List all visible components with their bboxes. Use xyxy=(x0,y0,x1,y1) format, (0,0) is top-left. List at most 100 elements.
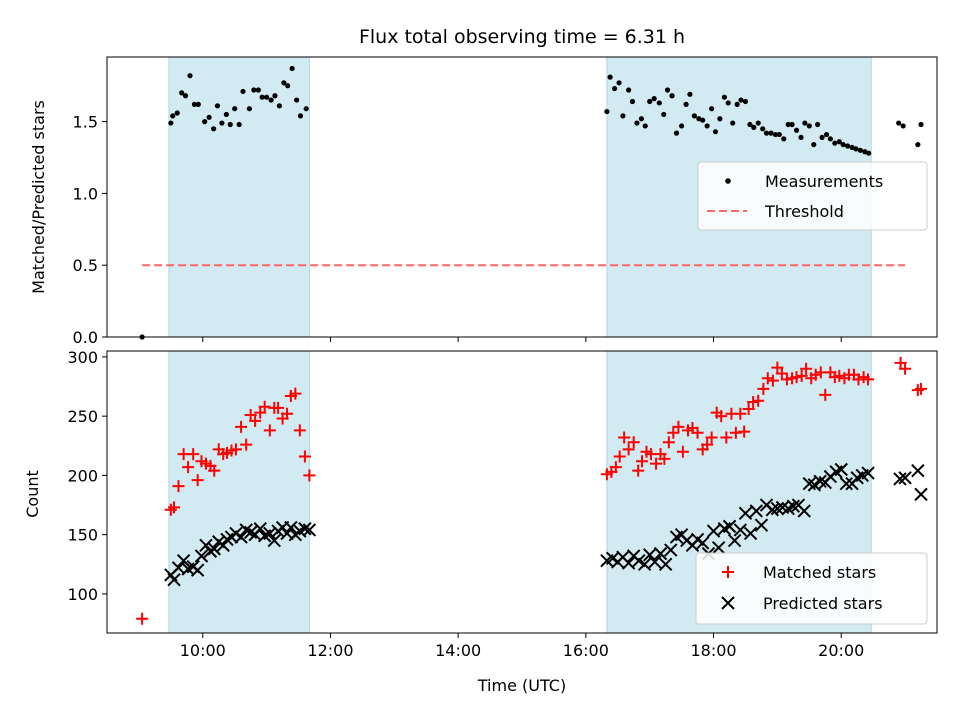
matched-star-point xyxy=(766,374,779,387)
predicted-star-point xyxy=(253,522,267,536)
matched-star-point xyxy=(701,438,714,451)
matched-star-point xyxy=(622,443,635,456)
matched-star-point xyxy=(172,480,185,493)
y-tick-label: 0.0 xyxy=(73,328,98,347)
predicted-star-point xyxy=(738,506,753,521)
measurement-point xyxy=(840,141,846,148)
top-x-axis-ticks xyxy=(202,337,842,342)
predicted-star-point xyxy=(664,543,678,557)
top-y-axis-ticks: 0.0 0.5 1.0 1.5 xyxy=(73,113,107,347)
predicted-star-point xyxy=(722,519,737,534)
bottom-legend: Matched stars Predicted stars xyxy=(695,552,928,625)
measurement-point xyxy=(272,93,278,99)
matched-star-point xyxy=(229,443,242,456)
matched-star-point xyxy=(303,469,316,482)
measurement-point xyxy=(760,126,766,132)
measurement-point xyxy=(827,136,833,142)
measurement-point xyxy=(853,146,859,152)
predicted-star-point xyxy=(861,466,875,480)
measurement-point xyxy=(789,121,795,128)
bottom-legend-box xyxy=(695,552,928,625)
matched-star-point xyxy=(780,373,793,386)
measurement-point xyxy=(236,121,242,128)
matched-star-point xyxy=(208,464,221,477)
measurement-point xyxy=(755,120,761,126)
matched-star-point xyxy=(191,474,204,487)
measurement-point xyxy=(626,87,632,93)
top-y-axis-label: Matched/Predicted stars xyxy=(29,100,48,294)
predicted-star-point xyxy=(770,501,785,516)
predicted-star-point xyxy=(765,503,779,517)
bottom-y-axis-ticks: 100 150 200 250 300 xyxy=(67,348,107,604)
x-tick-label: 10:00 xyxy=(180,641,226,660)
measurement-point xyxy=(742,98,749,105)
measurement-point xyxy=(721,94,727,100)
x-tick-label: 20:00 xyxy=(818,641,864,660)
measurement-point xyxy=(738,97,744,103)
predicted-star-point xyxy=(786,499,801,513)
measurement-point xyxy=(845,143,851,149)
measurement-point xyxy=(776,131,782,138)
x-tick-label: 18:00 xyxy=(690,641,736,660)
predicted-star-point xyxy=(302,523,317,537)
measurement-point xyxy=(815,121,821,128)
measurement-point xyxy=(802,120,808,126)
y-tick-label: 200 xyxy=(67,466,98,485)
x-tick-label: 16:00 xyxy=(563,641,609,660)
measurement-point xyxy=(179,90,185,96)
measurement-point xyxy=(768,130,774,136)
panel-ratio: 0.0 0.5 1.0 1.5 Matched/Predicted stars Mea… xyxy=(29,56,938,347)
x-axis-label: Time (UTC) xyxy=(477,676,566,695)
matched-star-point xyxy=(672,420,685,433)
y-tick-label: 100 xyxy=(67,585,98,604)
predicted-star-point xyxy=(621,556,636,570)
predicted-star-point xyxy=(194,549,209,563)
matched-star-point xyxy=(650,457,663,470)
predicted-star-point xyxy=(898,471,912,485)
predicted-star-point xyxy=(234,530,248,544)
measurement-point xyxy=(195,101,201,107)
measurement-point xyxy=(620,113,626,119)
matched-star-point xyxy=(289,387,302,400)
matched-star-point xyxy=(613,450,626,463)
measurement-point xyxy=(656,100,662,106)
matched-star-point xyxy=(168,501,181,514)
measurement-point xyxy=(661,111,667,118)
matched-star-point xyxy=(632,464,645,477)
matched-star-point xyxy=(627,436,640,449)
predicted-star-point xyxy=(813,474,827,489)
predicted-star-point xyxy=(893,472,907,486)
measurement-point xyxy=(211,126,217,132)
measurement-point xyxy=(763,130,770,136)
measurement-point xyxy=(712,129,719,135)
matched-star-point xyxy=(729,426,742,439)
measurement-point xyxy=(191,101,198,107)
predicted-star-point xyxy=(914,487,928,502)
measurement-point xyxy=(730,120,736,126)
x-tick-label: 14:00 xyxy=(435,641,481,660)
x-tick-label: 12:00 xyxy=(307,641,353,660)
matched-star-point xyxy=(258,400,271,413)
predicted-star-point xyxy=(298,522,312,536)
matched-star-point xyxy=(676,445,689,458)
measurement-point xyxy=(219,120,225,126)
measurement-point xyxy=(793,127,800,133)
measurement-point xyxy=(709,106,715,112)
measurement-point xyxy=(289,65,295,72)
panel-counts: 100 150 200 250 300 10:00 12:00 14:00 16:00 18:0… xyxy=(23,348,938,695)
measurement-point xyxy=(647,98,653,105)
measurement-point xyxy=(866,150,872,156)
legend-matched-marker xyxy=(722,566,734,578)
matched-star-point xyxy=(819,388,832,401)
matched-star-point xyxy=(809,368,822,381)
measurement-point xyxy=(285,83,291,89)
measurement-point xyxy=(751,124,757,130)
matched-star-point xyxy=(915,382,928,395)
matched-star-point xyxy=(609,461,622,474)
measurement-point xyxy=(616,80,622,86)
measurement-point xyxy=(857,147,863,153)
y-tick-label: 150 xyxy=(67,526,98,545)
legend-predicted-marker xyxy=(721,596,735,610)
predicted-star-point xyxy=(834,462,848,477)
measurement-point xyxy=(700,117,706,123)
